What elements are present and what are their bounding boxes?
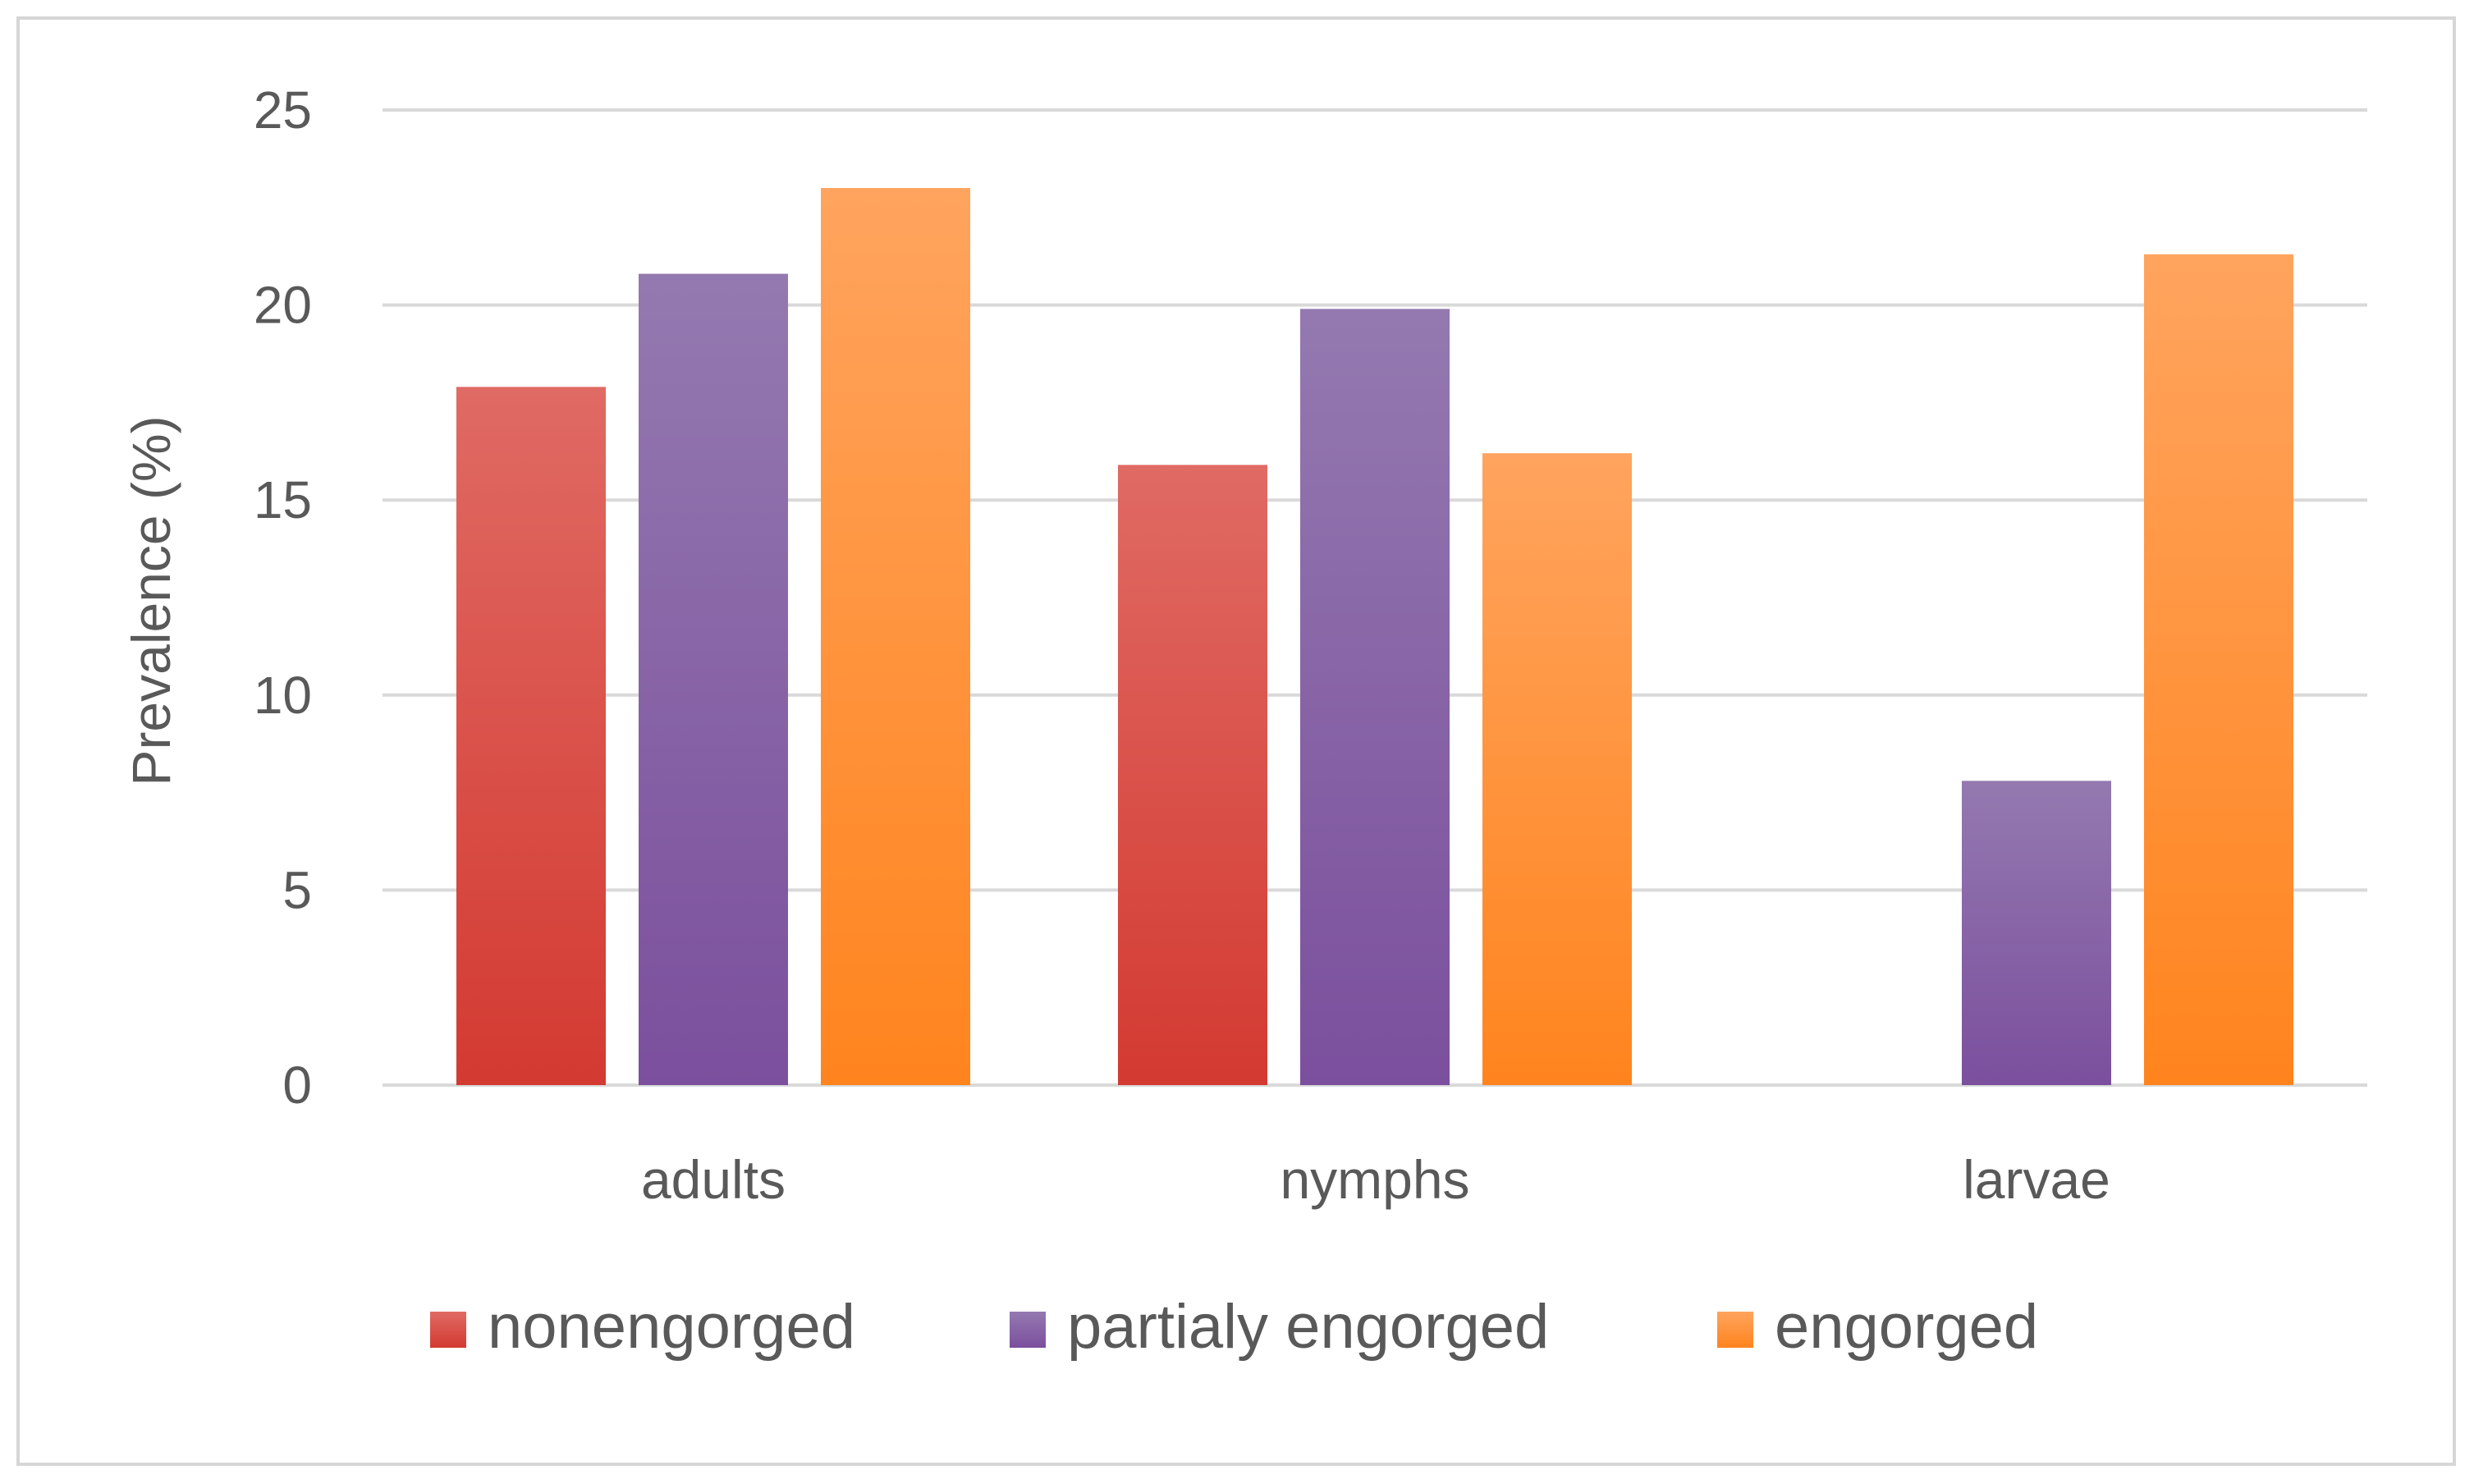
bar-larvae-engorged xyxy=(2144,254,2293,1086)
bar-larvae-partialy-engorged xyxy=(1962,781,2111,1085)
legend-label: nonengorged xyxy=(488,1292,855,1362)
y-axis-ticks: 0 5 10 15 20 25 xyxy=(254,80,312,1115)
y-tick-label: 15 xyxy=(254,470,312,529)
legend-swatch xyxy=(1010,1312,1046,1348)
y-axis-title: Prevalence (%) xyxy=(121,415,181,786)
bars xyxy=(456,188,2293,1086)
x-axis-categories: adults nymphs larvae xyxy=(641,1149,2110,1210)
bar-nymphs-partialy-engorged xyxy=(1300,309,1450,1085)
x-category-label: larvae xyxy=(1963,1149,2110,1210)
y-tick-label: 10 xyxy=(254,666,312,725)
bar-nymphs-engorged xyxy=(1482,453,1632,1085)
y-tick-label: 5 xyxy=(282,860,312,919)
bar-adults-engorged xyxy=(821,188,970,1085)
y-tick-label: 0 xyxy=(282,1056,312,1115)
bar-adults-nonengorged xyxy=(456,387,606,1086)
legend-swatch xyxy=(1717,1312,1753,1348)
x-category-label: nymphs xyxy=(1280,1149,1469,1210)
x-category-label: adults xyxy=(641,1149,786,1210)
legend-label: partialy engorged xyxy=(1067,1292,1549,1362)
y-tick-label: 20 xyxy=(254,276,312,335)
bar-adults-partialy-engorged xyxy=(639,273,788,1086)
legend-swatch xyxy=(430,1312,466,1348)
legend: nonengorged partialy engorged engorged xyxy=(430,1292,2038,1362)
y-tick-label: 25 xyxy=(254,80,312,140)
bar-nymphs-nonengorged xyxy=(1118,465,1267,1085)
legend-label: engorged xyxy=(1775,1292,2038,1362)
